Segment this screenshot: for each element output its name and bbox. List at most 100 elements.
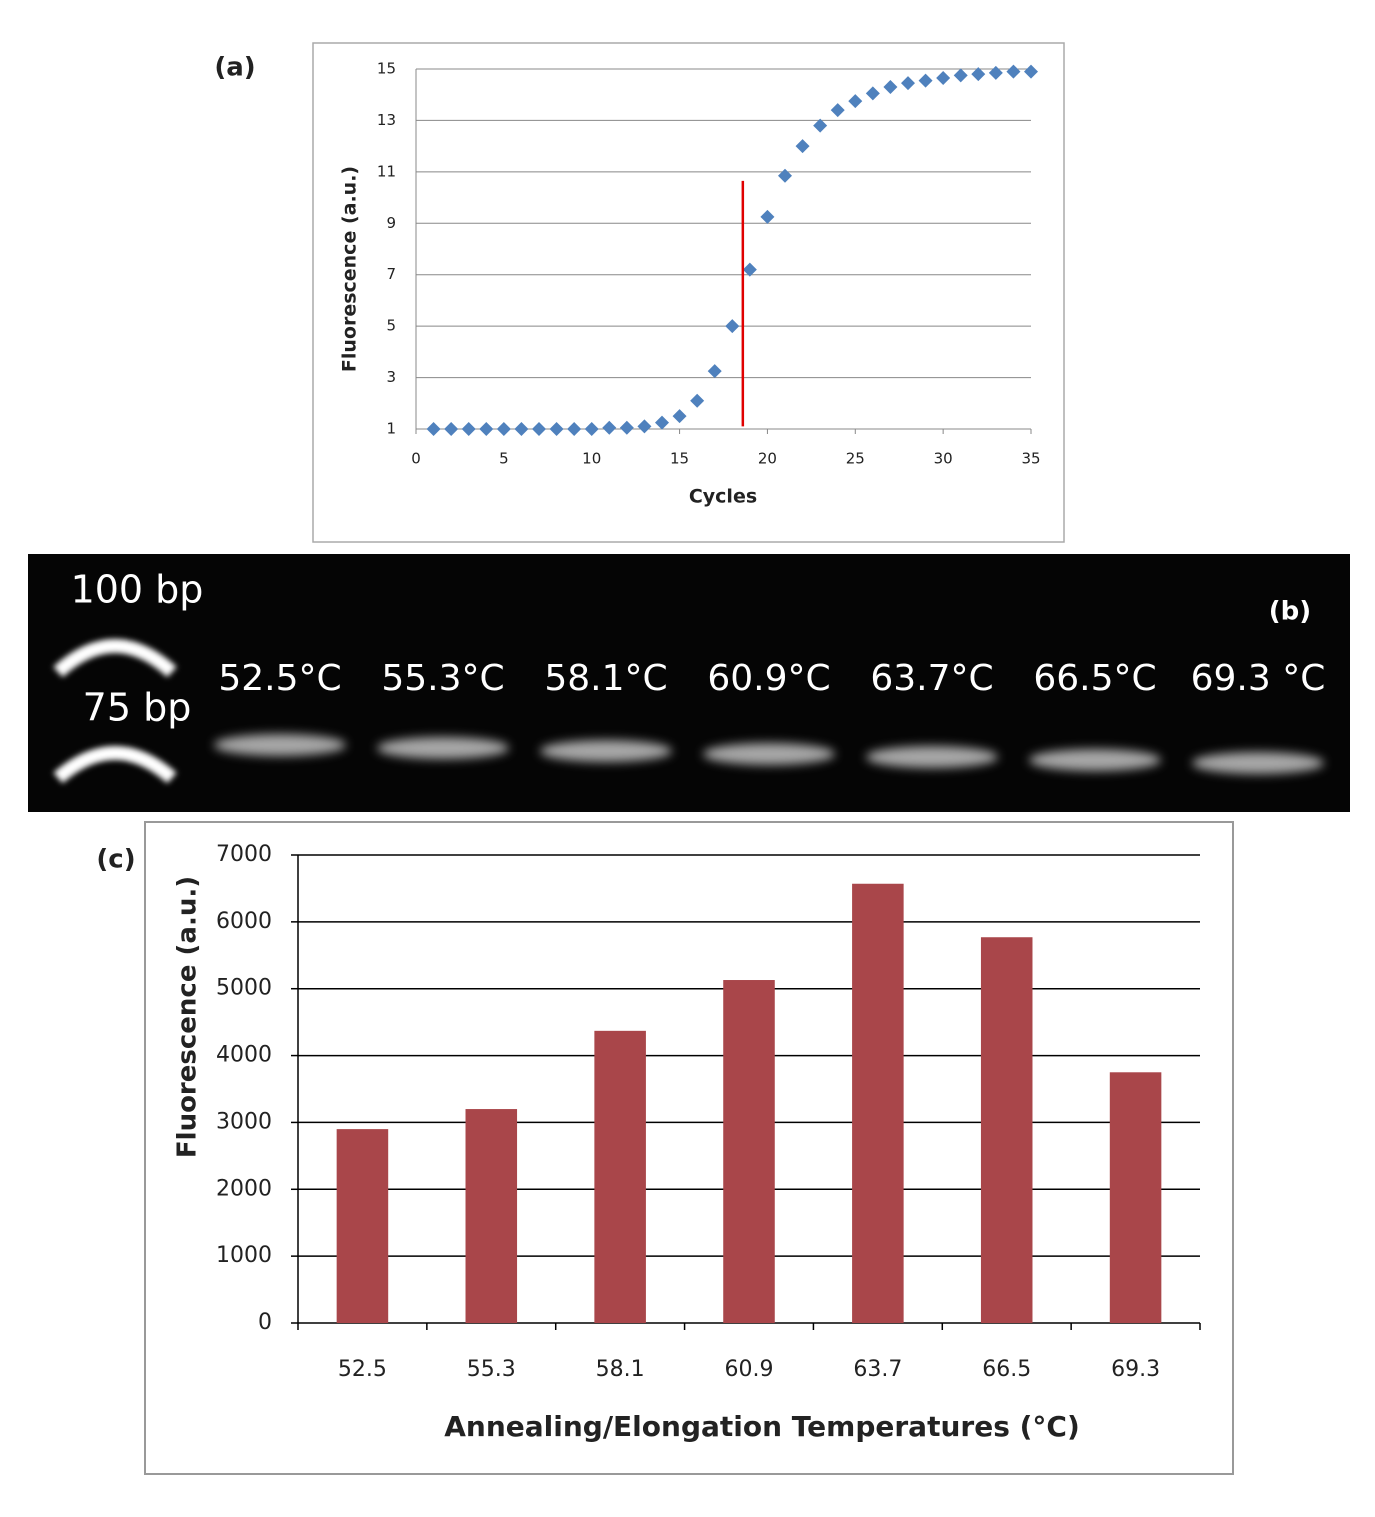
x-tick-label: 30 xyxy=(934,450,953,468)
y-tick-label: 5000 xyxy=(216,976,272,1001)
point xyxy=(567,422,582,436)
point xyxy=(496,422,511,436)
x-tick-label: 55.3 xyxy=(467,1357,516,1382)
point xyxy=(813,118,828,133)
x-axis-title: Annealing/Elongation Temperatures (°C) xyxy=(444,1410,1080,1443)
lane-label: 66.5°C xyxy=(1033,658,1156,699)
gel-band xyxy=(540,740,672,762)
gel-band xyxy=(1029,749,1161,771)
bar xyxy=(594,1030,646,1323)
x-tick-label: 10 xyxy=(582,450,601,468)
point xyxy=(514,422,529,436)
y-tick-label: 5 xyxy=(386,317,396,335)
gel-band xyxy=(1192,752,1324,774)
lane-label: 55.3°C xyxy=(381,658,504,699)
point xyxy=(848,94,863,109)
x-tick-label: 63.7 xyxy=(853,1357,902,1382)
x-tick-label: 15 xyxy=(670,450,689,468)
y-axis-title: Fluorescence (a.u.) xyxy=(339,166,361,372)
point xyxy=(760,209,775,224)
lane-label: 63.7°C xyxy=(870,658,993,699)
y-tick-label: 11 xyxy=(377,162,396,180)
point xyxy=(426,422,441,436)
lane-label: 60.9°C xyxy=(707,658,830,699)
point xyxy=(971,67,986,82)
y-tick-label: 2000 xyxy=(216,1176,272,1201)
y-tick-label: 0 xyxy=(258,1310,272,1335)
point xyxy=(1006,64,1021,79)
ladder-band xyxy=(53,639,177,678)
point xyxy=(988,65,1003,80)
y-tick-label: 3000 xyxy=(216,1109,272,1134)
x-tick-label: 60.9 xyxy=(725,1357,774,1382)
point xyxy=(672,409,687,424)
bar xyxy=(852,883,904,1323)
point xyxy=(953,68,968,83)
gel-band xyxy=(214,734,346,756)
y-tick-label: 9 xyxy=(386,214,396,232)
x-tick-label: 58.1 xyxy=(596,1357,645,1382)
point xyxy=(778,168,792,183)
y-tick-label: 6000 xyxy=(216,909,272,934)
point xyxy=(865,86,880,101)
y-tick-label: 13 xyxy=(377,111,396,129)
y-tick-label: 7 xyxy=(386,265,396,283)
x-tick-label: 35 xyxy=(1021,450,1040,468)
point xyxy=(936,71,951,85)
point xyxy=(444,422,459,436)
panel-frame xyxy=(312,42,1065,543)
bar xyxy=(980,937,1033,1323)
bar xyxy=(336,1129,389,1323)
y-tick-label: 1000 xyxy=(216,1243,272,1268)
x-axis-title: Cycles xyxy=(689,486,757,508)
point xyxy=(883,80,898,94)
bar xyxy=(465,1109,518,1323)
point xyxy=(602,420,617,435)
point xyxy=(532,422,546,436)
x-tick-label: 0 xyxy=(411,450,421,468)
panel-label: (a) xyxy=(214,53,255,83)
x-tick-label: 25 xyxy=(846,450,865,468)
lane-label: 52.5°C xyxy=(218,658,341,699)
y-tick-label: 7000 xyxy=(216,842,272,867)
point xyxy=(637,419,652,434)
point xyxy=(479,422,494,436)
x-tick-label: 5 xyxy=(499,450,509,468)
point xyxy=(549,422,564,436)
x-tick-label: 52.5 xyxy=(338,1357,387,1382)
gel-band xyxy=(377,737,509,759)
gel-panel-label: (b) xyxy=(1269,597,1311,627)
point xyxy=(901,76,915,91)
point xyxy=(707,364,722,379)
ladder-band xyxy=(53,746,177,784)
point xyxy=(1024,64,1038,79)
gel-band xyxy=(703,743,835,765)
y-tick-label: 4000 xyxy=(216,1043,272,1068)
lane-label: 69.3 °C xyxy=(1191,658,1326,699)
x-tick-label: 69.3 xyxy=(1111,1357,1160,1382)
panel-frame xyxy=(144,821,1234,1475)
y-axis-title: Fluorescence (a.u.) xyxy=(173,876,203,1158)
x-tick-label: 66.5 xyxy=(982,1357,1031,1382)
point xyxy=(830,103,845,118)
point xyxy=(619,420,634,435)
gel-band xyxy=(866,746,998,768)
y-tick-label: 3 xyxy=(386,368,396,386)
point xyxy=(690,393,705,408)
point xyxy=(918,73,933,88)
point xyxy=(725,319,740,334)
point xyxy=(655,415,669,430)
x-tick-label: 20 xyxy=(758,450,777,468)
ladder-label: 100 bp xyxy=(71,568,204,612)
y-tick-label: 15 xyxy=(377,60,396,78)
point xyxy=(795,139,810,154)
y-tick-label: 1 xyxy=(386,420,396,438)
bar xyxy=(723,980,775,1323)
panel-label: (c) xyxy=(96,845,135,875)
ladder-label: 75 bp xyxy=(83,686,192,730)
lane-label: 58.1°C xyxy=(544,658,667,699)
point xyxy=(584,422,599,436)
point xyxy=(742,262,757,277)
bar xyxy=(1109,1072,1162,1323)
